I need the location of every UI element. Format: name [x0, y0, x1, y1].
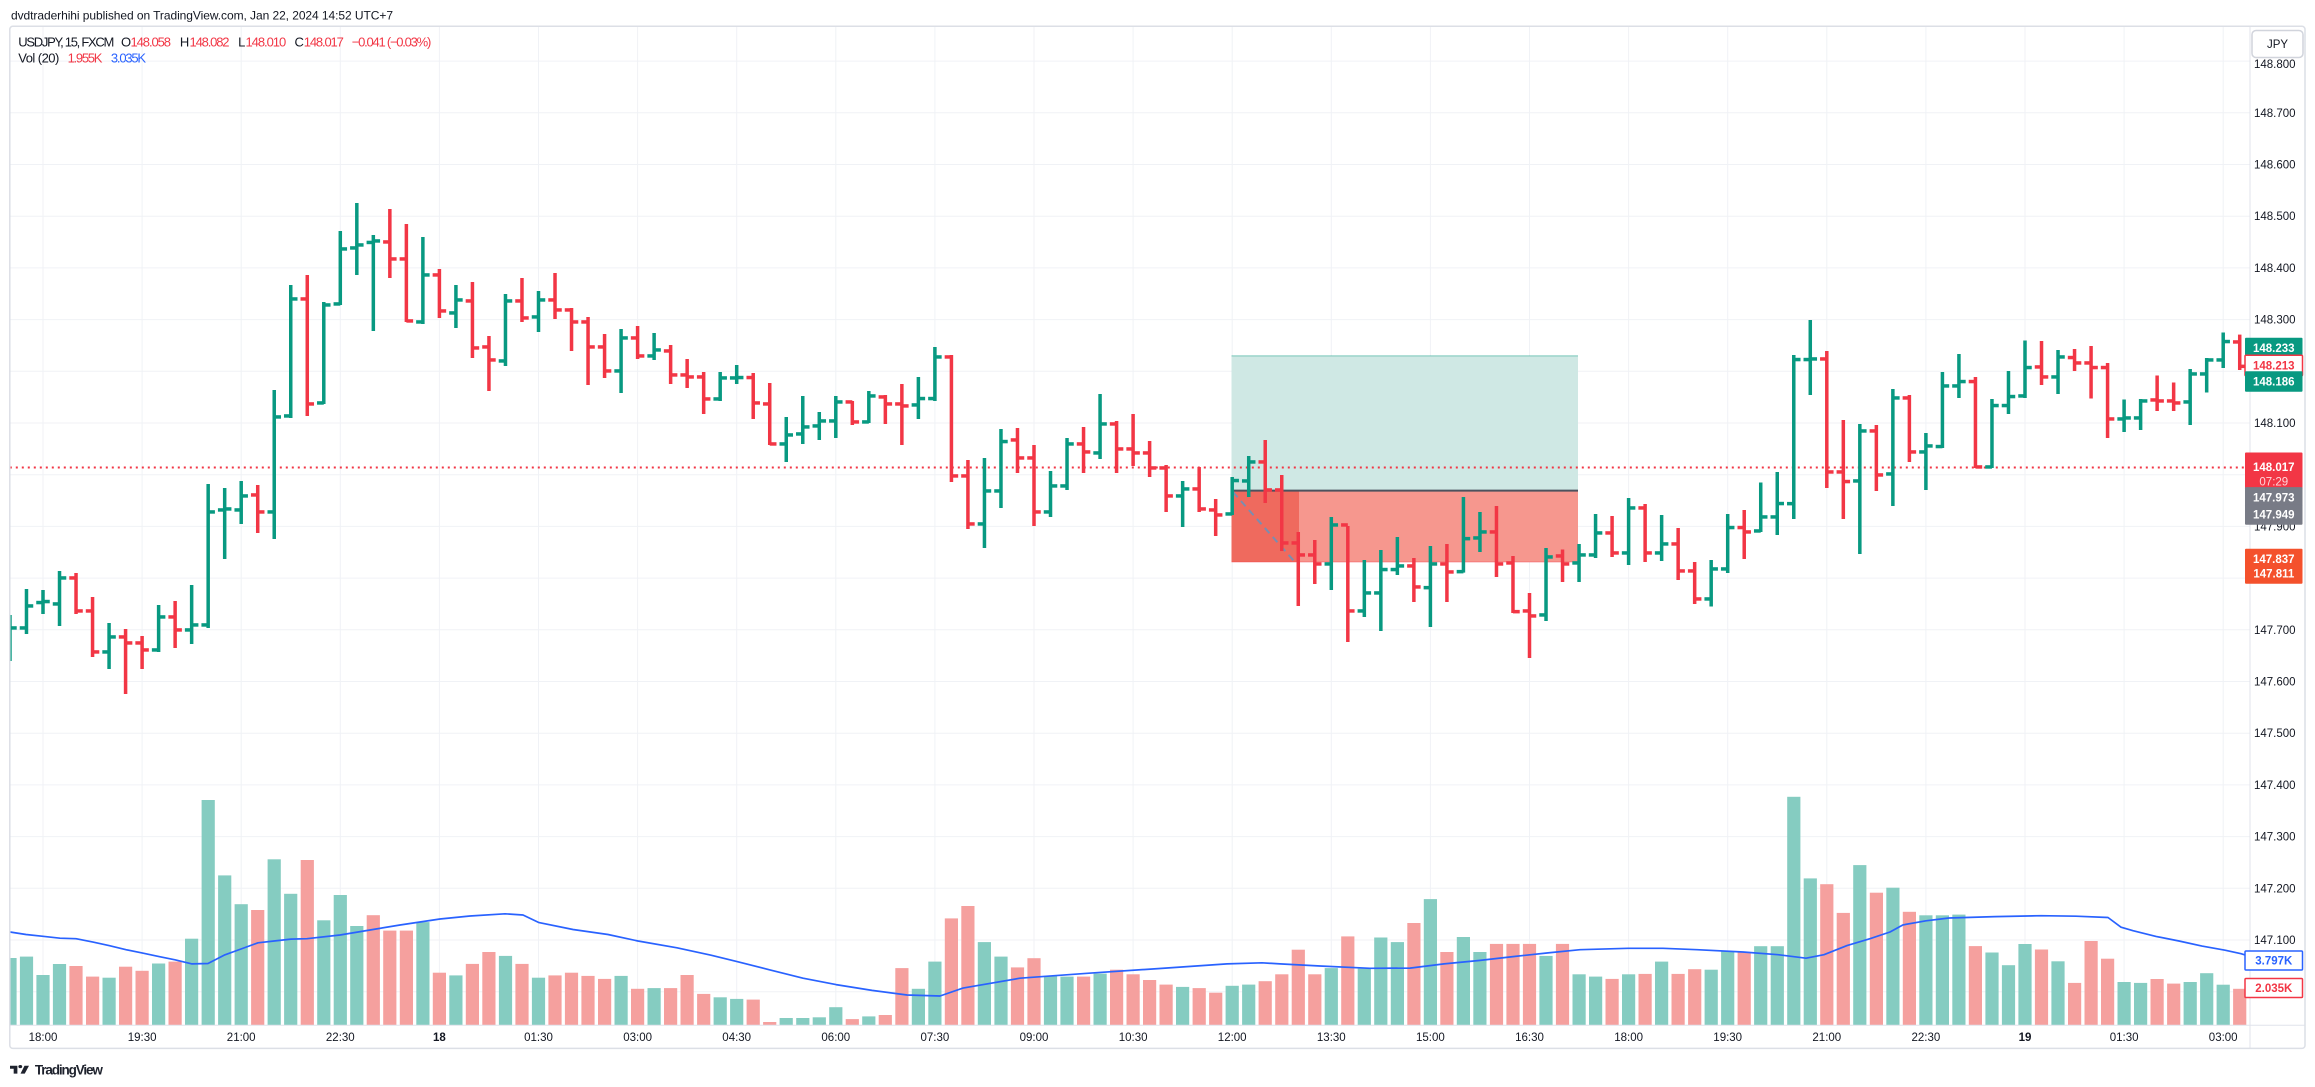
svg-text:147.837: 147.837: [2253, 554, 2295, 566]
svg-text:01:30: 01:30: [524, 1032, 553, 1044]
svg-text:21:00: 21:00: [1812, 1032, 1841, 1044]
svg-text:10:30: 10:30: [1119, 1032, 1148, 1044]
svg-text:148.017: 148.017: [2253, 462, 2295, 474]
svg-text:C: C: [295, 34, 304, 49]
svg-text:19:30: 19:30: [128, 1032, 157, 1044]
svg-text:03:00: 03:00: [2209, 1032, 2238, 1044]
svg-text:147.973: 147.973: [2253, 492, 2295, 504]
svg-text:147.300: 147.300: [2254, 832, 2296, 844]
svg-text:3.035K: 3.035K: [111, 51, 147, 66]
svg-text:148.800: 148.800: [2254, 59, 2296, 71]
svg-text:−0.041 (−0.03%): −0.041 (−0.03%): [352, 34, 432, 49]
svg-text:19:30: 19:30: [1713, 1032, 1742, 1044]
svg-text:TradingView: TradingView: [35, 1063, 103, 1078]
svg-text:147.600: 147.600: [2254, 677, 2296, 689]
svg-text:06:00: 06:00: [821, 1032, 850, 1044]
svg-text:148.400: 148.400: [2254, 263, 2296, 275]
svg-text:148.100: 148.100: [2254, 418, 2296, 430]
svg-text:147.200: 147.200: [2254, 883, 2296, 895]
svg-text:03:00: 03:00: [623, 1032, 652, 1044]
svg-text:147.400: 147.400: [2254, 780, 2296, 792]
svg-text:18:00: 18:00: [1614, 1032, 1643, 1044]
svg-text:148.300: 148.300: [2254, 315, 2296, 327]
svg-text:2.035K: 2.035K: [2255, 983, 2293, 995]
svg-text:01:30: 01:30: [2110, 1032, 2139, 1044]
svg-text:147.100: 147.100: [2254, 935, 2296, 947]
svg-text:04:30: 04:30: [722, 1032, 751, 1044]
svg-text:147.500: 147.500: [2254, 728, 2296, 740]
svg-text:16:30: 16:30: [1515, 1032, 1544, 1044]
svg-text:18:00: 18:00: [29, 1032, 58, 1044]
svg-text:18: 18: [433, 1032, 446, 1044]
svg-text:148.600: 148.600: [2254, 160, 2296, 172]
svg-text:148.058: 148.058: [131, 34, 172, 49]
svg-text:147.811: 147.811: [2253, 569, 2295, 581]
svg-text:13:30: 13:30: [1317, 1032, 1346, 1044]
svg-text:O: O: [121, 34, 131, 49]
svg-text:07:29: 07:29: [2259, 477, 2288, 489]
svg-text:148.213: 148.213: [2253, 361, 2295, 373]
svg-text:3.797K: 3.797K: [2255, 956, 2293, 968]
svg-text:1.955K: 1.955K: [68, 51, 103, 66]
svg-text:22:30: 22:30: [1912, 1032, 1941, 1044]
svg-text:147.700: 147.700: [2254, 625, 2296, 637]
svg-text:148.700: 148.700: [2254, 108, 2296, 120]
svg-text:12:00: 12:00: [1218, 1032, 1247, 1044]
svg-text:19: 19: [2019, 1032, 2032, 1044]
svg-text:148.017: 148.017: [304, 34, 344, 49]
svg-text:L: L: [238, 34, 245, 49]
svg-text:07:30: 07:30: [921, 1032, 950, 1044]
svg-text:21:00: 21:00: [227, 1032, 256, 1044]
svg-text:dvdtraderhihi published on Tra: dvdtraderhihi published on TradingView.c…: [11, 9, 393, 23]
svg-text:USDJPY, 15, FXCM: USDJPY, 15, FXCM: [18, 34, 114, 49]
svg-text:22:30: 22:30: [326, 1032, 355, 1044]
svg-text:15:00: 15:00: [1416, 1032, 1445, 1044]
svg-text:148.082: 148.082: [190, 34, 230, 49]
svg-text:Vol (20): Vol (20): [18, 51, 59, 66]
svg-text:JPY: JPY: [2267, 39, 2288, 51]
svg-text:147.949: 147.949: [2253, 510, 2295, 522]
svg-text:148.186: 148.186: [2253, 377, 2295, 389]
svg-text:H: H: [180, 34, 189, 49]
svg-text:148.500: 148.500: [2254, 211, 2296, 223]
svg-text:148.010: 148.010: [246, 34, 287, 49]
svg-text:09:00: 09:00: [1020, 1032, 1049, 1044]
svg-text:148.233: 148.233: [2253, 343, 2295, 355]
